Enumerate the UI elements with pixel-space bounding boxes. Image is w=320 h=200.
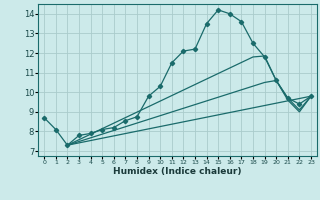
X-axis label: Humidex (Indice chaleur): Humidex (Indice chaleur) (113, 167, 242, 176)
